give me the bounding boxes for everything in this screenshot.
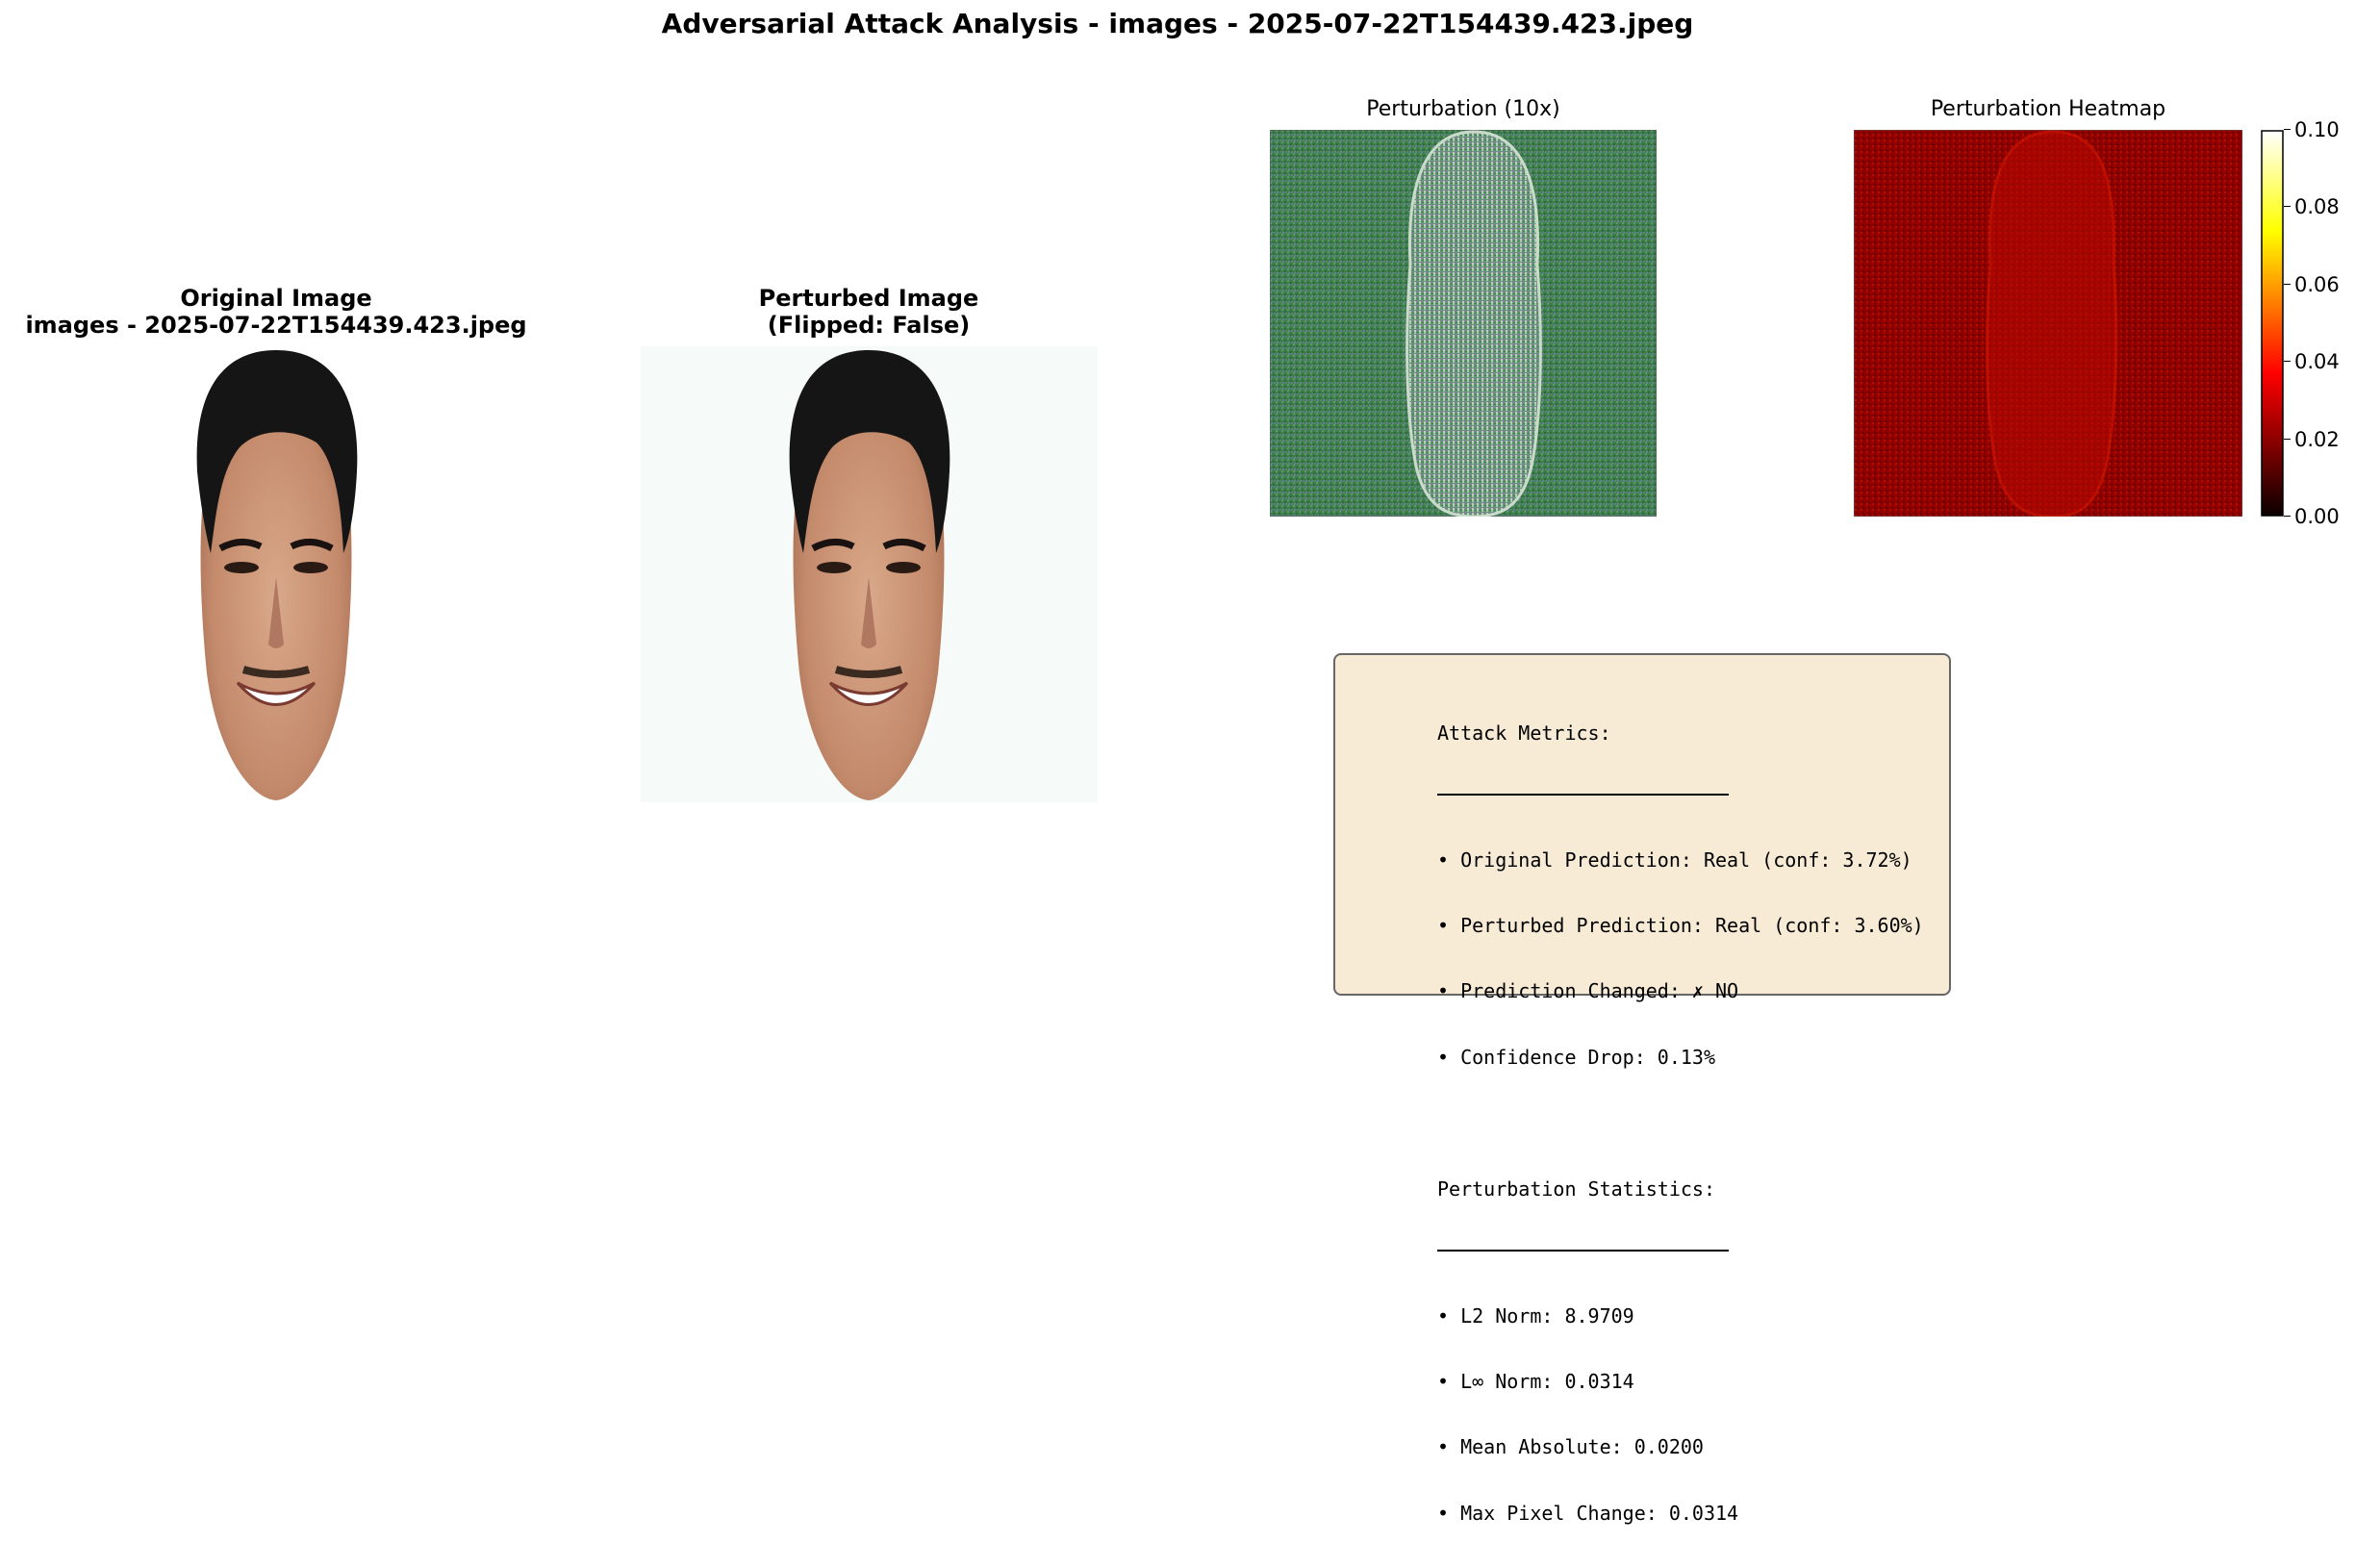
- attack-metrics-header: Attack Metrics:: [1437, 721, 1611, 745]
- original-title-line1: Original Image: [180, 285, 372, 312]
- colorbar-tick-mark: [2284, 516, 2291, 517]
- colorbar-tick-label: 0.02: [2294, 427, 2340, 451]
- colorbar-tick-mark: [2284, 361, 2291, 363]
- attack-metrics-rule: [1437, 793, 1729, 796]
- colorbar-tick-label: 0.04: [2294, 350, 2340, 374]
- heatmap-image: [1854, 130, 2242, 517]
- perturbation-stat-item: • Max Pixel Change: 0.0314: [1437, 1501, 1739, 1525]
- colorbar-tick-label: 0.06: [2294, 272, 2340, 296]
- original-image: [196, 350, 358, 800]
- original-title-line2: images - 2025-07-22T154439.423.jpeg: [25, 312, 527, 339]
- metrics-spacer: [1437, 1112, 1924, 1134]
- perturbed-image: [641, 346, 1098, 802]
- attack-metric-item: • Original Prediction: Real (conf: 3.72%…: [1437, 847, 1912, 872]
- metrics-text: Attack Metrics: • Original Prediction: R…: [1437, 678, 1924, 1568]
- attack-metric-item: • Confidence Drop: 0.13%: [1437, 1045, 1715, 1069]
- attack-metric-item: • Perturbed Prediction: Real (conf: 3.60…: [1437, 913, 1924, 937]
- colorbar-tick-mark: [2284, 129, 2291, 130]
- perturbation-stat-item: • L∞ Norm: 0.0314: [1437, 1369, 1634, 1393]
- colorbar-tick-label: 0.10: [2294, 118, 2340, 141]
- perturbed-title-line2: (Flipped: False): [767, 312, 971, 339]
- perturbation-stat-item: • L2 Norm: 8.9709: [1437, 1303, 1634, 1328]
- perturbation-stats-header: Perturbation Statistics:: [1437, 1176, 1715, 1201]
- colorbar-tick-mark: [2284, 206, 2291, 208]
- perturbation-image: [1270, 130, 1657, 517]
- heatmap-colorbar: [2261, 130, 2284, 517]
- perturbation-title: Perturbation (10x): [1366, 97, 1560, 121]
- colorbar-tick-mark: [2284, 438, 2291, 440]
- colorbar-tick-mark: [2284, 283, 2291, 285]
- colorbar-tick-label: 0.08: [2294, 195, 2340, 219]
- perturbation-stat-item: • Mean Absolute: 0.0200: [1437, 1435, 1704, 1459]
- attack-metric-item: • Prediction Changed: ✗ NO: [1437, 979, 1739, 1003]
- perturbed-title-line1: Perturbed Image: [758, 285, 979, 312]
- figure-title: Adversarial Attack Analysis - images - 2…: [661, 8, 1694, 39]
- colorbar-tick-label: 0.00: [2294, 505, 2340, 528]
- perturbation-stats-rule: [1437, 1249, 1729, 1252]
- heatmap-title: Perturbation Heatmap: [1930, 97, 2166, 121]
- metrics-box: Attack Metrics: • Original Prediction: R…: [1333, 653, 1951, 1524]
- perturbed-image-title: Perturbed Image (Flipped: False): [596, 285, 1141, 339]
- original-image-title: Original Image images - 2025-07-22T15443…: [0, 285, 552, 339]
